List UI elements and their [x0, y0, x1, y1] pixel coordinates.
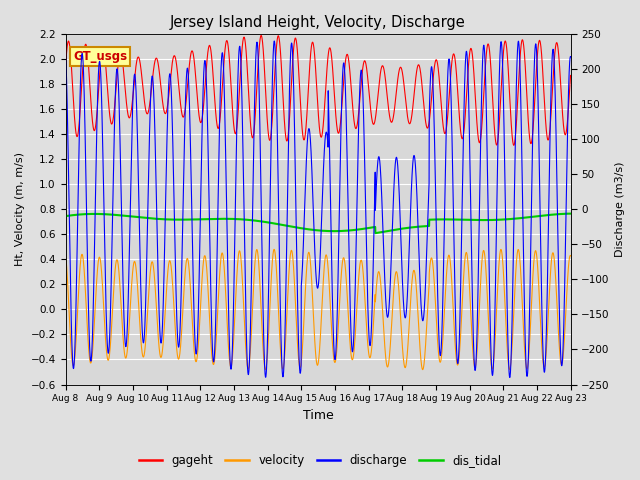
- dis_tidal: [61, 213, 69, 219]
- Y-axis label: Ht, Velocity (m, m/s): Ht, Velocity (m, m/s): [15, 152, 25, 266]
- discharge: [61, 50, 69, 56]
- Line: gageht: gageht: [65, 36, 570, 145]
- Title: Jersey Island Height, Velocity, Discharge: Jersey Island Height, Velocity, Discharg…: [170, 15, 466, 30]
- discharge: [149, 79, 157, 85]
- gageht: [149, 71, 157, 76]
- gageht: [255, 46, 263, 51]
- discharge: [557, 356, 564, 362]
- gageht: [566, 72, 574, 78]
- discharge: [506, 374, 513, 380]
- velocity: [119, 336, 127, 341]
- dis_tidal: [149, 216, 157, 221]
- dis_tidal: [566, 211, 574, 216]
- discharge: [255, 90, 263, 96]
- dis_tidal: [502, 216, 510, 222]
- gageht: [61, 64, 69, 70]
- velocity: [566, 253, 574, 259]
- dis_tidal: [372, 230, 380, 236]
- discharge: [566, 54, 574, 60]
- velocity: [61, 252, 69, 258]
- X-axis label: Time: Time: [303, 409, 333, 422]
- discharge: [271, 38, 278, 44]
- discharge: [502, 263, 510, 269]
- Y-axis label: Discharge (m3/s): Discharge (m3/s): [615, 161, 625, 257]
- velocity: [502, 334, 510, 339]
- discharge: [277, 343, 285, 349]
- Line: velocity: velocity: [65, 250, 570, 370]
- gageht: [257, 33, 265, 38]
- gageht: [557, 85, 564, 91]
- dis_tidal: [277, 222, 285, 228]
- velocity: [277, 357, 285, 363]
- dis_tidal: [557, 211, 564, 217]
- velocity: [149, 262, 157, 267]
- Text: GT_usgs: GT_usgs: [73, 50, 127, 63]
- dis_tidal: [255, 218, 263, 224]
- Legend: gageht, velocity, discharge, dis_tidal: gageht, velocity, discharge, dis_tidal: [134, 449, 506, 472]
- gageht: [510, 143, 518, 148]
- velocity: [255, 267, 263, 273]
- Line: discharge: discharge: [65, 41, 570, 377]
- gageht: [502, 43, 510, 48]
- gageht: [277, 61, 285, 67]
- dis_tidal: [119, 213, 127, 218]
- velocity: [557, 360, 564, 366]
- gageht: [119, 64, 127, 70]
- discharge: [119, 284, 127, 289]
- velocity: [270, 247, 278, 252]
- Line: dis_tidal: dis_tidal: [65, 214, 570, 233]
- velocity: [419, 367, 426, 372]
